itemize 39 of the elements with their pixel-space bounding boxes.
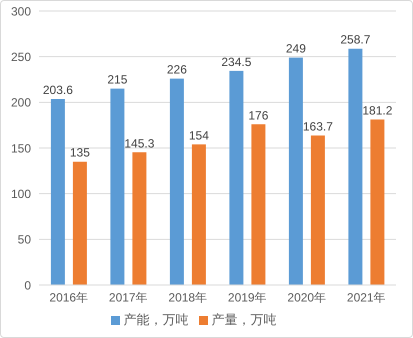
legend-label: 产能，万吨: [124, 312, 188, 327]
data-label: 249: [286, 42, 306, 56]
data-label: 145.3: [124, 136, 155, 150]
y-tick-label: 0: [24, 278, 32, 292]
bar: [110, 88, 124, 285]
y-tick-label: 50: [18, 232, 32, 247]
bar: [229, 70, 244, 285]
data-label: 154: [188, 128, 210, 142]
data-label: 163.7: [302, 119, 334, 134]
bar: [370, 120, 384, 285]
y-tick-label: 150: [10, 141, 32, 156]
bar: [192, 144, 206, 285]
y-tick-label: 100: [10, 186, 32, 201]
data-label: 226: [166, 62, 188, 77]
y-tick-label: 200: [10, 96, 32, 110]
x-tick-label: 2020年: [287, 290, 326, 305]
data-label: 135: [70, 146, 90, 160]
bar: [50, 99, 65, 285]
y-tick-label: 300: [10, 4, 32, 18]
x-tick-label: 2016年: [49, 290, 88, 305]
bar: [170, 78, 184, 285]
bar: [72, 162, 87, 285]
x-tick-label: 2021年: [346, 290, 386, 305]
x-tick-label: 2018年: [168, 290, 208, 305]
x-tick-label: 2017年: [108, 290, 148, 305]
data-label: 203.6: [42, 83, 74, 98]
bar: [288, 58, 303, 285]
bar: [132, 152, 146, 285]
data-label: 258.7: [340, 32, 371, 47]
data-label: 176: [248, 108, 269, 122]
data-label: 215: [107, 72, 128, 87]
bar: [310, 135, 325, 285]
legend-label: 产量，万吨: [212, 312, 276, 327]
data-label: 181.2: [362, 104, 393, 118]
data-label: 234.5: [221, 54, 252, 69]
bar: [348, 48, 362, 285]
bar: [251, 124, 266, 285]
y-tick-label: 250: [10, 50, 32, 64]
x-tick-label: 2019年: [228, 290, 267, 305]
